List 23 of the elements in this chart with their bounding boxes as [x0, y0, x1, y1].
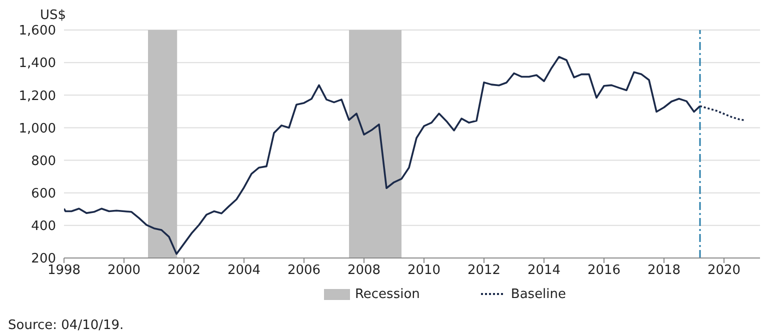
x-tick-label: 2000	[107, 263, 141, 278]
x-tick-label: 2020	[707, 263, 741, 278]
x-tick-label: 2018	[647, 263, 681, 278]
x-tick-label: 2002	[167, 263, 201, 278]
y-tick-label: 1,200	[18, 88, 56, 104]
legend-label: Baseline	[510, 286, 566, 302]
y-tick-label: 1,600	[18, 24, 56, 39]
x-tick-label: 2006	[287, 263, 321, 278]
y-tick-label: 1,400	[18, 56, 56, 72]
source-note: Source: 04/10/19.	[8, 318, 125, 333]
y-axis-title: US$	[40, 8, 66, 23]
x-tick-label: 2016	[587, 263, 621, 278]
x-tick-label: 2012	[467, 263, 501, 278]
x-tick-label: 2004	[227, 263, 261, 278]
y-tick-label: 1,000	[18, 121, 56, 136]
legend-label: Recession	[354, 286, 420, 302]
x-tick-label: 2010	[407, 263, 441, 278]
y-tick-label: 600	[31, 186, 56, 202]
x-tick-label: 1998	[47, 263, 81, 278]
y-tick-label: 800	[31, 154, 56, 169]
x-tick-label: 2014	[527, 263, 561, 278]
y-tick-label: 400	[31, 219, 56, 234]
x-tick-label: 2008	[347, 263, 381, 278]
